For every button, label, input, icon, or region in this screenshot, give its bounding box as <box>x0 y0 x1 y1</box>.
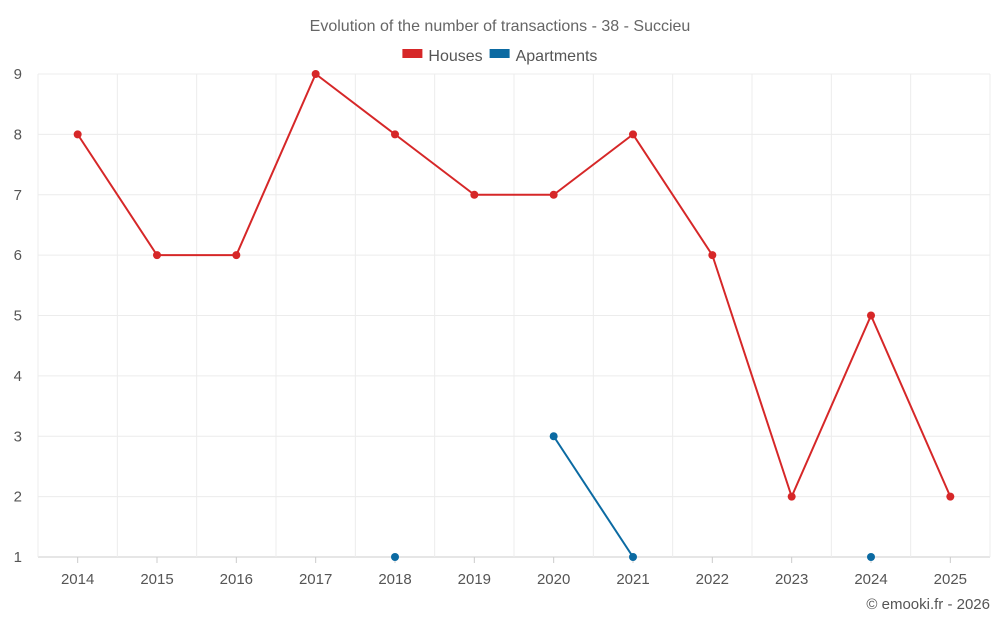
copyright-credit: © emooki.fr - 2026 <box>866 596 990 613</box>
x-tick-label: 2022 <box>696 571 729 588</box>
houses-data-point <box>629 130 637 139</box>
houses-data-point <box>153 251 161 260</box>
x-tick-label: 2016 <box>220 571 253 588</box>
apartments-data-point <box>629 553 637 561</box>
y-tick-label: 1 <box>14 549 22 566</box>
houses-data-point <box>73 130 82 139</box>
y-tick-label: 3 <box>14 428 22 445</box>
y-axis: 1 2 3 4 5 6 7 8 9 <box>14 66 22 566</box>
x-tick-label: 2015 <box>140 571 173 588</box>
houses-data-point <box>946 492 955 501</box>
houses-data-point <box>470 190 479 199</box>
houses-data-point <box>549 190 558 199</box>
legend-label-apartments: Apartments <box>516 48 598 65</box>
houses-data-point <box>311 70 320 78</box>
apartments-data-point <box>867 553 875 561</box>
apartments-data-point <box>391 553 399 561</box>
y-tick-label: 5 <box>14 308 22 325</box>
gridlines <box>37 73 991 558</box>
houses-data-point <box>708 251 717 260</box>
y-tick-label: 6 <box>14 247 22 264</box>
series-group <box>73 70 955 561</box>
y-tick-label: 7 <box>14 187 22 204</box>
houses-data-point <box>232 251 241 260</box>
y-tick-label: 8 <box>14 126 22 143</box>
apartments-data-point <box>549 432 558 441</box>
y-tick-label: 9 <box>14 66 22 83</box>
legend-swatch-apartments <box>489 49 510 58</box>
x-tick-label: 2018 <box>378 571 411 588</box>
chart-title: Evolution of the number of transactions … <box>310 18 691 35</box>
x-tick-label: 2019 <box>458 571 491 588</box>
x-tick-label: 2017 <box>299 571 332 588</box>
x-tick-label: 2025 <box>934 571 967 588</box>
y-tick-label: 2 <box>14 489 22 506</box>
legend-swatch-houses <box>402 49 423 58</box>
legend-label-houses: Houses <box>428 48 482 65</box>
x-tick-label: 2014 <box>61 571 94 588</box>
houses-data-point <box>391 130 399 139</box>
x-tick-label: 2021 <box>616 571 649 588</box>
x-axis: 2014 2015 2016 2017 2018 2019 2020 2021 2022 2023… <box>61 557 967 588</box>
houses-series-line <box>76 73 952 498</box>
legend: Houses Apartments <box>402 48 597 65</box>
x-tick-label: 2024 <box>854 571 887 588</box>
houses-data-point <box>787 492 796 501</box>
x-tick-label: 2023 <box>775 571 808 588</box>
houses-data-point <box>867 311 875 320</box>
x-tick-label: 2020 <box>537 571 570 588</box>
apartments-series-line <box>552 435 634 558</box>
y-tick-label: 4 <box>14 368 22 385</box>
